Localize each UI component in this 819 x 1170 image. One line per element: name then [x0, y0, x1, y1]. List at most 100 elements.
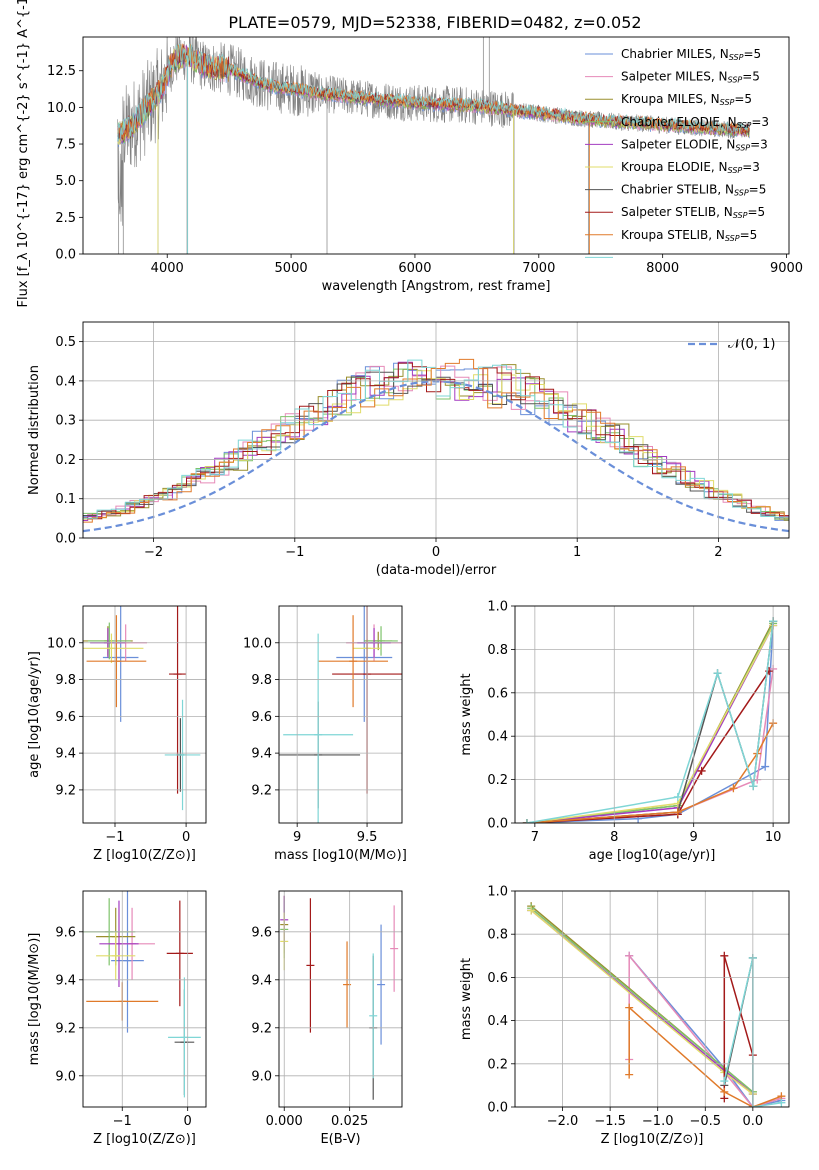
legend-entry: Kroupa MILES, NSSP=5: [621, 92, 752, 107]
errorbar-point: [364, 626, 398, 656]
mass-vs-EBV-plot-area: [280, 895, 399, 1100]
y-tick-label: 12.5: [47, 64, 76, 79]
series-line-3: [530, 907, 754, 1093]
series-marker: [527, 906, 536, 915]
x-tick-label: 10: [765, 830, 782, 845]
x-tick-label: −2.0: [547, 1114, 579, 1129]
x-tick-label: 0.025: [331, 1114, 368, 1129]
legend-text: Salpeter ELODIE, N: [621, 137, 735, 151]
legend-entry: Salpeter STELIB, NSSP=5: [621, 205, 765, 220]
y-tick-label: 9.8: [55, 673, 76, 688]
legend-text: Kroupa ELODIE, N: [621, 160, 728, 174]
age-vs-mass-plot-area: [279, 606, 402, 823]
legend-entry: 𝒩(0, 1): [728, 337, 775, 352]
residual-histogram-3: [83, 368, 789, 520]
axes-frame: [278, 890, 403, 1108]
x-tick-label: −0.5: [689, 1114, 721, 1129]
y-tick-label: 9.0: [55, 1069, 76, 1084]
y-tick-label: 9.4: [55, 747, 76, 762]
y-tick-label: 1.0: [487, 885, 508, 900]
y-axis-label: mass weight: [459, 958, 474, 1040]
legend-text: =5: [734, 92, 752, 106]
errorbar-point: [111, 891, 144, 1033]
errorbar-point: [164, 699, 201, 811]
x-tick-label: −1.0: [642, 1114, 674, 1129]
x-tick-label: 0: [184, 1114, 192, 1129]
y-tick-label: 0.5: [55, 335, 76, 350]
legend-text: =5: [742, 70, 760, 84]
legend-entry: Salpeter ELODIE, NSSP=3: [621, 137, 768, 152]
x-axis-label: mass [log10(M/M⊙)]: [274, 848, 407, 863]
age-vs-Z-axes: −1 0 9.2 9.4 9.6 9.8 10.0 Z [log10(Z/Z⊙)] age [l…: [27, 605, 207, 863]
errorbar-point: [283, 633, 354, 823]
series-line-0: [628, 955, 782, 1107]
y-tick-label: 9.8: [251, 673, 272, 688]
axes-frame: [514, 605, 790, 824]
legend-text: =3: [750, 137, 768, 151]
legend-text: Chabrier STELIB, N: [621, 183, 734, 197]
series-marker: [720, 1077, 729, 1086]
y-tick-label: 0.4: [487, 1014, 508, 1029]
y-axis-label: mass weight: [459, 673, 474, 755]
x-tick-label: 4000: [151, 261, 184, 276]
series-line-8: [526, 722, 774, 823]
errorbar-point: [83, 633, 144, 664]
legend-text: Chabrier ELODIE, N: [621, 115, 737, 129]
x-tick-label: 9000: [770, 261, 803, 276]
legend-entry: Kroupa ELODIE, NSSP=3: [621, 160, 760, 175]
legend-text: Kroupa STELIB, N: [621, 228, 725, 242]
x-tick-label: 7000: [522, 261, 555, 276]
y-tick-label: 0.6: [487, 686, 508, 701]
mass-weight-vs-age-axes: 7 8 9 10 0.0 0.2 0.4 0.6 0.8 1.0 age [log10(age/yr…: [459, 600, 790, 863]
x-tick-label: 9: [690, 830, 698, 845]
model-spectrum-9: [117, 43, 750, 142]
legend-entry: Chabrier ELODIE, NSSP=3: [621, 115, 769, 130]
y-tick-label: 9.4: [251, 747, 272, 762]
errorbar-point: [86, 615, 147, 708]
x-tick-label: 6000: [398, 261, 431, 276]
x-tick-label: 8: [610, 830, 618, 845]
legend-text: =5: [747, 205, 765, 219]
x-axis-label: wavelength [Angstrom, rest frame]: [322, 279, 551, 294]
x-tick-label: 2: [714, 545, 722, 560]
y-tick-label: 0.1: [55, 492, 76, 507]
series-marker: [697, 766, 706, 775]
errorbar-point: [377, 924, 386, 1045]
residual-histogram-4: [83, 361, 789, 521]
errorbar-point: [96, 931, 136, 980]
legend-subscript: SSP: [734, 189, 749, 198]
y-tick-label: 9.6: [55, 710, 76, 725]
errorbar-point: [390, 905, 399, 992]
y-tick-label: 10.0: [243, 636, 272, 651]
legend-entry: Chabrier MILES, NSSP=5: [621, 47, 761, 62]
x-tick-label: 9.5: [357, 830, 378, 845]
series-marker: [720, 951, 729, 960]
legend-text: Salpeter STELIB, N: [621, 205, 733, 219]
y-tick-label: 5.0: [55, 174, 76, 189]
legend-text: =5: [749, 183, 767, 197]
axes-frame: [278, 605, 403, 824]
y-tick-label: 9.4: [55, 973, 76, 988]
x-axis-label: (data-model)/error: [376, 563, 497, 578]
series-line-9: [526, 621, 774, 823]
y-tick-label: 10.0: [47, 101, 76, 116]
mass-vs-Z-plot-area: [83, 891, 201, 1098]
errorbar-point: [306, 898, 315, 1033]
x-tick-label: 0.000: [266, 1114, 303, 1129]
spectrum-legend: Chabrier MILES, NSSP=5 Salpeter MILES, N S…: [585, 47, 769, 258]
legend-text: Salpeter MILES, N: [621, 70, 728, 84]
y-tick-label: 0.3: [55, 414, 76, 429]
residual-histogram-6: [83, 371, 789, 523]
series-line-5: [526, 625, 774, 823]
series-line-2: [526, 620, 774, 823]
errorbar-point: [318, 615, 389, 708]
y-tick-label: 0.0: [487, 817, 508, 832]
x-tick-label: 0: [182, 830, 190, 845]
residuals-plot-area: [83, 358, 789, 533]
axes-frame: [514, 890, 790, 1108]
y-tick-label: 0.8: [487, 928, 508, 943]
mass-vs-Z-axes: −1 0 9.0 9.2 9.4 9.6 Z [log10(Z/Z⊙)] mass [log1…: [27, 890, 207, 1147]
y-tick-label: 0.0: [55, 532, 76, 547]
y-tick-label: 2.5: [55, 211, 76, 226]
figure-title: PLATE=0579, MJD=52338, FIBERID=0482, z=0…: [228, 13, 641, 32]
